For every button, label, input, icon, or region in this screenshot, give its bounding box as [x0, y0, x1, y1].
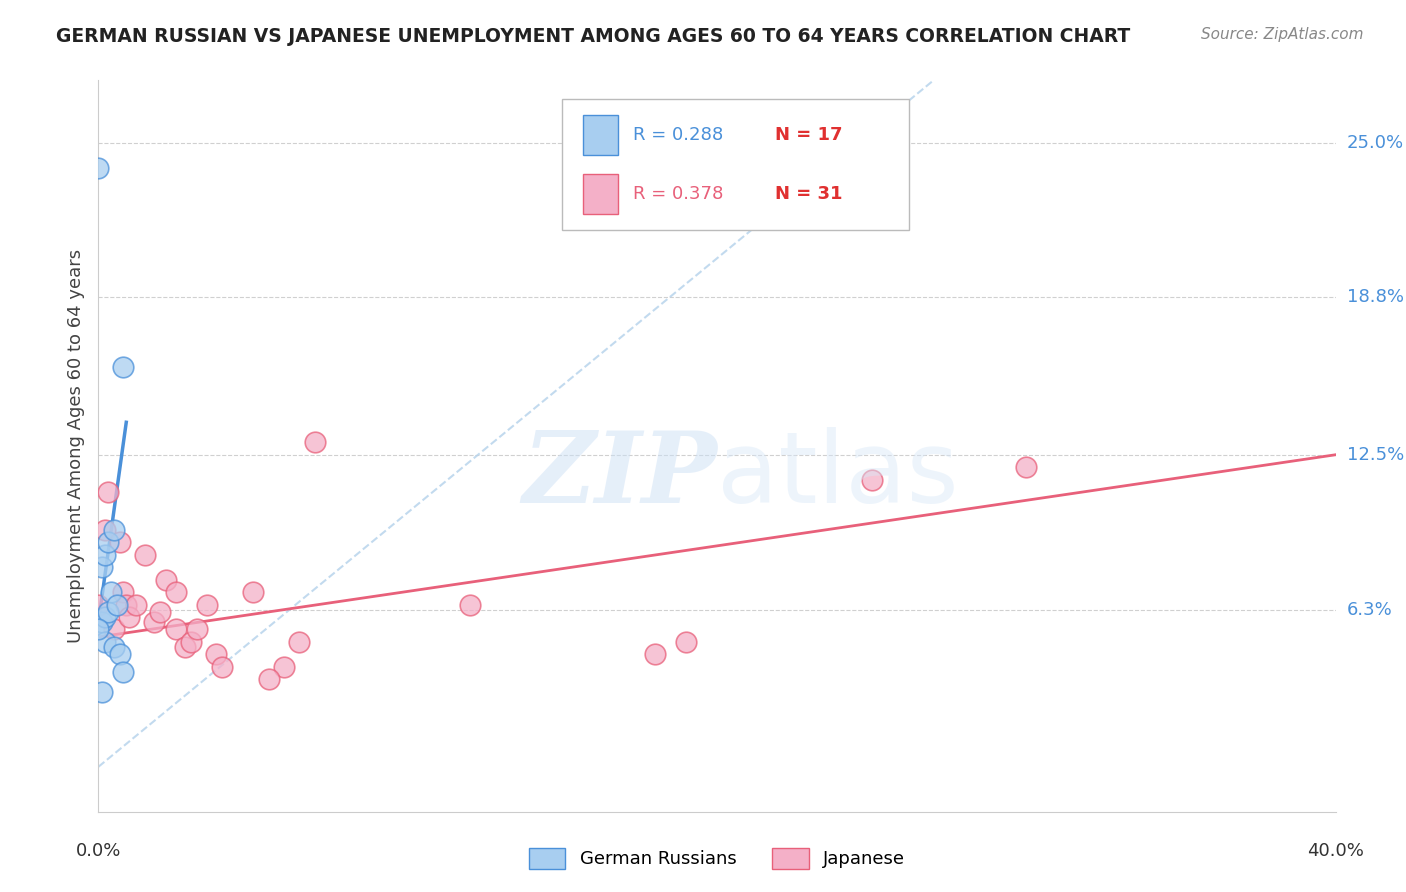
Point — [103, 640, 125, 654]
Text: GERMAN RUSSIAN VS JAPANESE UNEMPLOYMENT AMONG AGES 60 TO 64 YEARS CORRELATION CH: GERMAN RUSSIAN VS JAPANESE UNEMPLOYMENT … — [56, 27, 1130, 45]
Point — [87, 623, 110, 637]
Legend: German Russians, Japanese: German Russians, Japanese — [522, 840, 912, 876]
Point — [90, 685, 112, 699]
Point — [174, 640, 197, 654]
Point — [165, 623, 187, 637]
Text: ZIP: ZIP — [522, 427, 717, 524]
Point — [155, 573, 177, 587]
Text: N = 17: N = 17 — [775, 126, 842, 145]
Point — [93, 635, 115, 649]
Point — [103, 623, 125, 637]
Y-axis label: Unemployment Among Ages 60 to 64 years: Unemployment Among Ages 60 to 64 years — [66, 249, 84, 643]
Point — [100, 585, 122, 599]
Point — [134, 548, 156, 562]
Point — [211, 660, 233, 674]
Point — [288, 635, 311, 649]
Text: 25.0%: 25.0% — [1347, 134, 1405, 152]
Point — [93, 610, 115, 624]
Point — [458, 598, 481, 612]
Point — [1015, 460, 1038, 475]
Text: R = 0.378: R = 0.378 — [633, 185, 723, 202]
Text: atlas: atlas — [717, 426, 959, 524]
Text: Source: ZipAtlas.com: Source: ZipAtlas.com — [1201, 27, 1364, 42]
Point — [112, 585, 135, 599]
Point — [97, 605, 120, 619]
Point — [205, 648, 228, 662]
Point — [860, 473, 883, 487]
Point — [186, 623, 208, 637]
Point — [124, 598, 146, 612]
Point — [242, 585, 264, 599]
Point — [195, 598, 218, 612]
Point — [143, 615, 166, 629]
Text: 12.5%: 12.5% — [1347, 446, 1405, 464]
Point — [675, 635, 697, 649]
Point — [108, 535, 131, 549]
Text: R = 0.288: R = 0.288 — [633, 126, 723, 145]
Point — [87, 161, 110, 175]
Bar — [583, 115, 619, 155]
Point — [644, 648, 666, 662]
Point — [90, 560, 112, 574]
Point — [87, 598, 110, 612]
Point — [93, 548, 115, 562]
Point — [108, 648, 131, 662]
Point — [304, 435, 326, 450]
Point — [273, 660, 295, 674]
Text: 0.0%: 0.0% — [76, 842, 121, 860]
Point — [112, 360, 135, 375]
FancyBboxPatch shape — [562, 99, 908, 230]
Point — [257, 673, 280, 687]
Point — [149, 605, 172, 619]
Bar — [583, 174, 619, 214]
Text: 40.0%: 40.0% — [1308, 842, 1364, 860]
Point — [97, 535, 120, 549]
Point — [165, 585, 187, 599]
Point — [105, 598, 128, 612]
Point — [115, 598, 138, 612]
Point — [93, 523, 115, 537]
Text: 6.3%: 6.3% — [1347, 600, 1392, 618]
Point — [180, 635, 202, 649]
Point — [97, 485, 120, 500]
Text: N = 31: N = 31 — [775, 185, 842, 202]
Point — [112, 665, 135, 679]
Point — [90, 615, 112, 629]
Point — [118, 610, 141, 624]
Text: 18.8%: 18.8% — [1347, 288, 1403, 307]
Point — [103, 523, 125, 537]
